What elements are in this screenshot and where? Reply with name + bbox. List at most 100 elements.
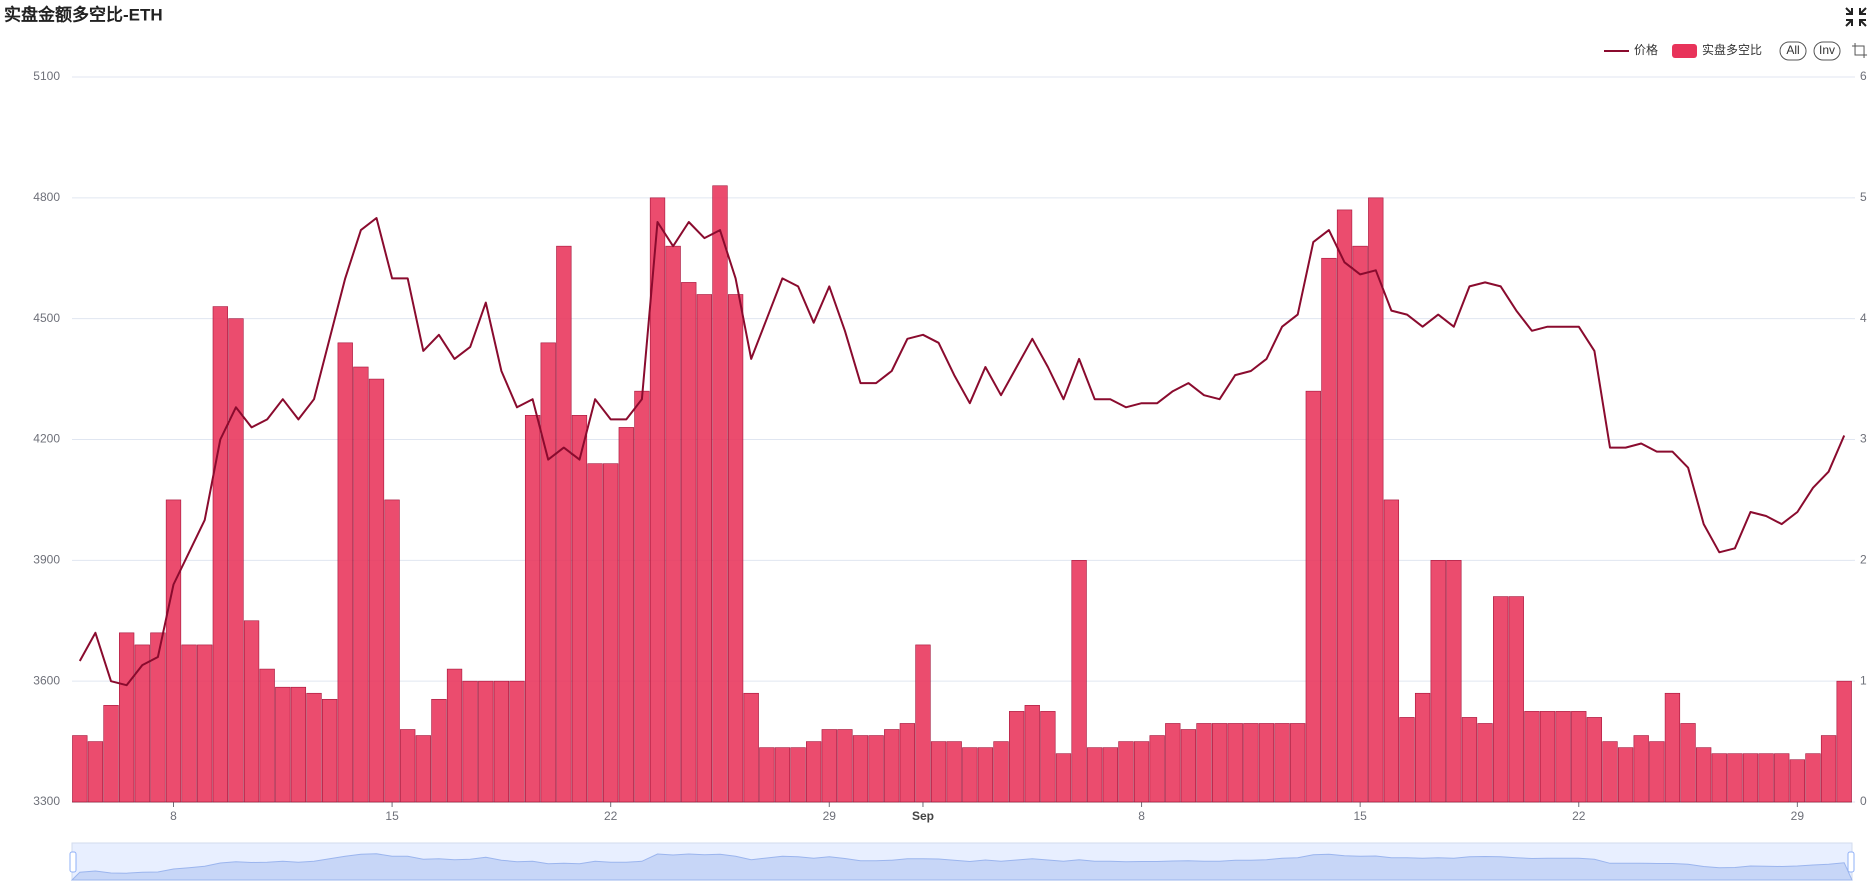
price-line [78,217,1846,687]
bar [1508,596,1524,803]
legend-swatch [1672,44,1698,58]
bar [665,245,681,803]
bar [681,282,697,803]
y-tick-label: 4200 [33,432,60,446]
zoom-icon[interactable] [1852,43,1868,58]
bar [1617,747,1634,803]
bar [1539,711,1556,803]
bar [384,499,400,803]
bar [1040,711,1056,803]
bar [727,294,744,803]
bar [243,620,260,803]
bar [1664,692,1681,803]
bar [1727,753,1743,803]
bar [743,692,759,803]
bar [1321,257,1337,803]
bar [321,698,338,803]
slider-handle[interactable] [1847,851,1855,873]
bar [431,698,447,803]
bar [618,427,634,803]
y-tick-label: 4800 [33,190,60,204]
bar [1836,680,1852,803]
bar [1227,723,1243,803]
y2-tick-label: 4 [1860,311,1867,325]
bar [306,692,322,803]
y2-tick-label: 2 [1860,553,1867,567]
x-tick-label: 22 [604,809,618,823]
bar [290,686,307,803]
bar [1071,560,1087,803]
bar [1555,711,1571,803]
bar [353,366,369,803]
bar [1430,560,1446,803]
bar [212,306,228,803]
toolbar-button[interactable] [1813,41,1841,61]
bar [87,741,104,803]
y-tick-label: 4500 [33,311,60,325]
legend-label: 实盘多空比 [1702,42,1762,57]
bar [1758,753,1774,803]
bar [134,644,150,803]
bar [1446,560,1462,803]
bar [1789,759,1805,803]
bar [790,747,806,803]
bar [1477,723,1493,803]
bar [946,741,962,803]
bar [1524,711,1540,803]
bar [1133,741,1150,803]
bar [1024,705,1040,803]
bar [962,747,978,803]
bar [1290,723,1306,803]
bar [712,185,728,803]
bar [368,378,385,803]
bar [509,680,525,803]
bar [540,342,556,803]
bar [1305,390,1321,803]
bar [1602,741,1618,803]
y2-tick-label: 3 [1860,432,1867,446]
bar [884,729,900,803]
bar [603,463,619,803]
bar [649,197,666,803]
x-tick-label: 29 [823,809,837,823]
bar [806,741,822,803]
bar [696,294,713,803]
bar [1805,753,1821,803]
bar [1383,499,1400,803]
bar [1102,747,1118,803]
fullscreen-icon[interactable] [1845,7,1867,27]
x-tick-label: 22 [1572,809,1586,823]
bar [1196,723,1212,803]
toolbar-button-label: Inv [1819,43,1835,57]
bar [1243,723,1259,803]
bar [634,390,650,803]
bar [446,668,463,803]
y-tick-label: 5100 [33,69,60,83]
bar [478,680,494,803]
y2-tick-label: 6 [1860,69,1867,83]
bar [1820,735,1837,803]
bar [571,415,588,803]
bar [1680,723,1696,803]
bar [1009,711,1025,803]
x-tick-label: 8 [1138,809,1145,823]
bar [821,729,837,803]
bar [1696,747,1712,803]
x-tick-label: 8 [170,809,177,823]
bar [759,747,775,803]
bar [1493,596,1509,803]
bar [1258,723,1275,803]
bar [587,463,603,803]
bar [1461,717,1478,803]
x-tick-label: Sep [912,809,934,823]
bar [181,644,197,803]
bar [993,741,1009,803]
toolbar-button[interactable] [1779,41,1807,61]
y-tick-label: 3900 [33,553,60,567]
slider-handle[interactable] [69,851,77,873]
bar [103,705,119,803]
bar [197,644,213,803]
bar [493,680,510,803]
slider-preview [70,853,1853,881]
x-tick-label: 15 [385,809,399,823]
